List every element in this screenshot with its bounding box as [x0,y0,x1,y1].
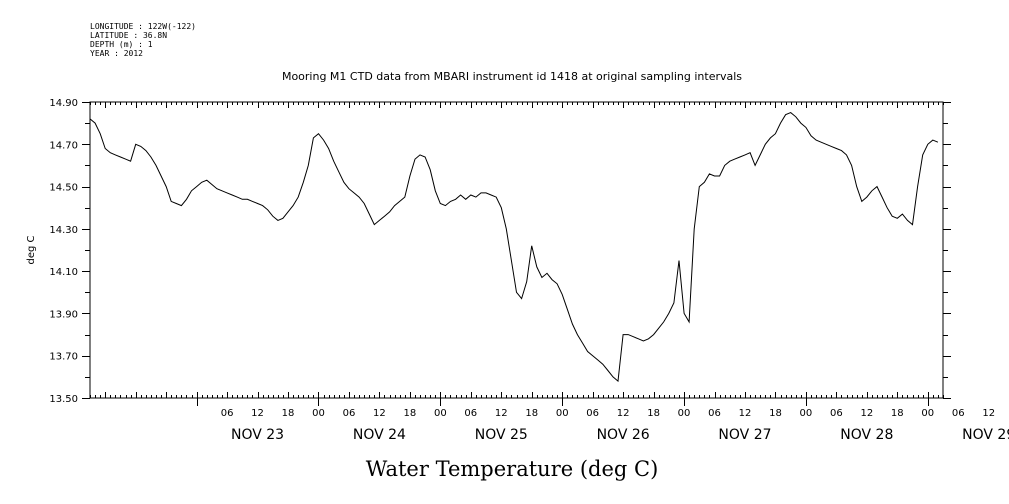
y-tick-label: 13.50 [49,394,78,405]
series-line-water-temperature [89,112,939,383]
x-day-label: NOV 29 [962,427,1009,443]
x-day-label: NOV 28 [840,427,893,443]
x-tick-label: 12 [739,408,752,419]
x-tick-label: 06 [221,408,234,419]
x-tick-label: 18 [769,408,782,419]
x-day-label: NOV 23 [231,427,284,443]
x-tick-label: 18 [404,408,417,419]
x-tick-label: 12 [860,408,873,419]
plot-frame [89,101,944,399]
x-tick-label: 00 [556,408,569,419]
x-day-label: NOV 25 [475,427,528,443]
y-tick-label: 13.70 [49,352,78,363]
x-axis-label: Water Temperature (deg C) [366,457,659,481]
longitude-label: LONGITUDE : 122W(-122) [90,22,196,31]
y-ticks [82,102,951,399]
x-tick-label: 18 [647,408,660,419]
y-tick-label: 14.10 [49,267,78,278]
x-tick-label: 06 [343,408,356,419]
x-tick-label: 06 [830,408,843,419]
x-tick-label: 12 [373,408,386,419]
x-day-label: NOV 24 [353,427,406,443]
x-tick-label: 12 [495,408,508,419]
x-tick-label: 06 [464,408,477,419]
y-tick-label: 14.50 [49,183,78,194]
latitude-label: LATITUDE : 36.8N [90,31,168,40]
x-tick-label: 06 [586,408,599,419]
x-tick-label: 18 [891,408,904,419]
x-tick-label: 12 [251,408,264,419]
x-day-label: NOV 27 [718,427,771,443]
x-tick-label: 06 [952,408,965,419]
y-tick-label: 14.70 [49,140,78,151]
ticks: 13.50 13.70 13.90 14.10 14.30 14.50 14.70 14.90… [49,98,1009,443]
x-tick-label: 00 [678,408,691,419]
axes [89,101,944,399]
x-tick-label: 00 [800,408,813,419]
x-tick-label: 00 [312,408,325,419]
y-tick-label: 13.90 [49,309,78,320]
x-tick-label: 18 [525,408,538,419]
y-tick-label: 14.90 [49,98,78,109]
year-label: YEAR : 2012 [90,49,143,58]
x-tick-label: 00 [921,408,934,419]
depth-label: DEPTH (m) : 1 [90,40,153,49]
x-tick-label: 18 [282,408,295,419]
x-tick-label: 12 [617,408,630,419]
series-layer [89,112,939,383]
x-tick-label: 12 [982,408,995,419]
x-minor-ticks [90,102,944,406]
metadata-block: LONGITUDE : 122W(-122) LATITUDE : 36.8N … [90,22,196,58]
x-tick-label: 06 [708,408,721,419]
y-axis-label: deg C [26,235,37,264]
x-day-label: NOV 26 [597,427,650,443]
x-tick-label: 00 [434,408,447,419]
y-tick-label: 14.30 [49,225,78,236]
chart-title: Mooring M1 CTD data from MBARI instrumen… [282,70,742,83]
